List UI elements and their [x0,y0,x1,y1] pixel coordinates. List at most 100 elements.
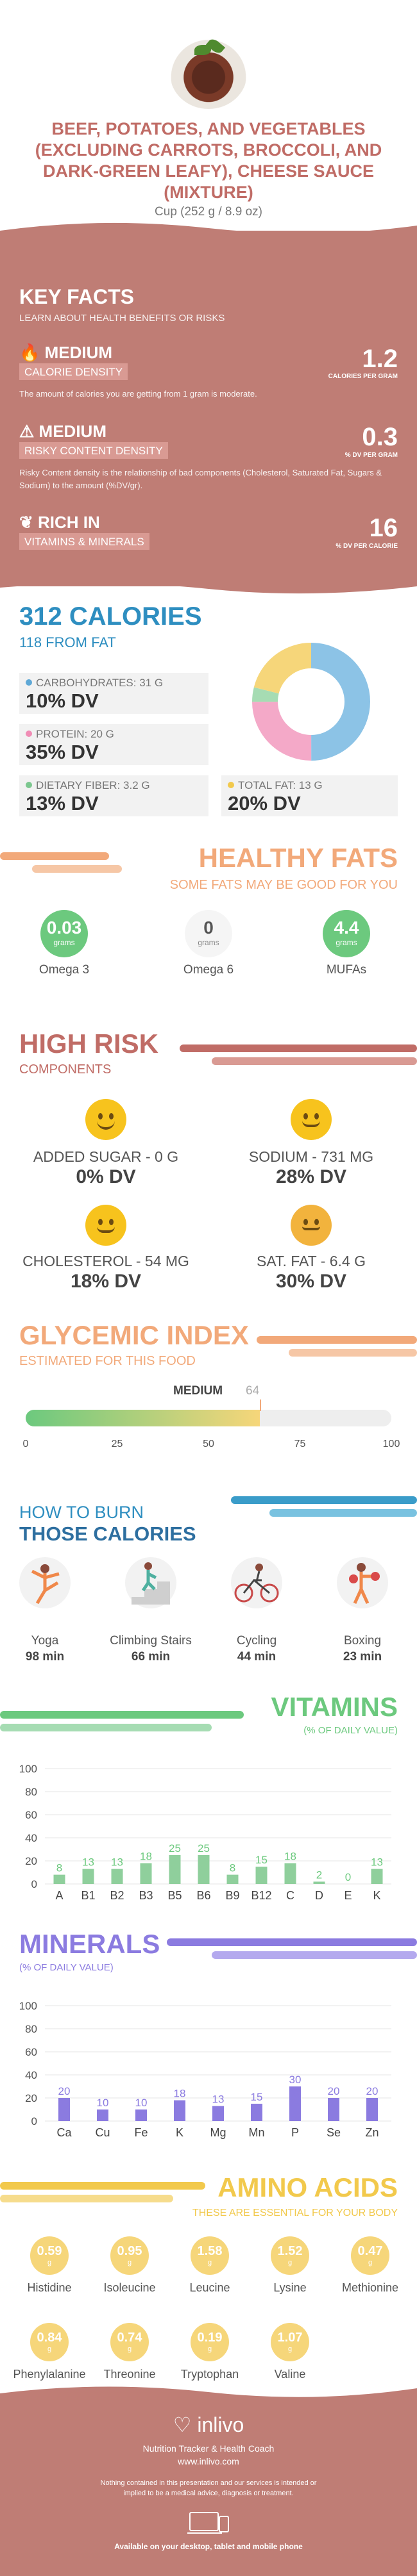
bar-Se [328,2098,339,2121]
amino-value: 0.19 [197,2331,223,2345]
bar-value-label: 20 [366,2085,379,2097]
stairs-label: Climbing Stairs [110,1634,192,1647]
x-tick-label: Zn [365,2126,379,2139]
happy-face-icon [85,1099,126,1140]
brand-logo[interactable]: ♡ inlivo [173,2413,244,2436]
boxing-icon [337,1557,388,1608]
flame-icon: 🔥 [19,343,40,362]
omega6-circle: 0 grams [185,910,232,957]
y-tick-label: 80 [25,2023,37,2035]
risky-density-desc: Risky Content density is the relationshi… [19,468,382,490]
vitamins-unit: % DV PER CALORIE [336,543,398,550]
omega3-label: Omega 3 [38,963,90,977]
x-tick-label: A [55,1889,63,1902]
calorie-density-unit: CALORIES PER GRAM [328,373,398,380]
footer-url[interactable]: www.inlivo.com [178,2456,239,2466]
fat-dv: 20% DV [228,792,301,814]
amino-unit: g [287,2259,293,2266]
bar-value-label: 13 [82,1856,94,1869]
sodium-dv: 28% DV [275,1166,347,1187]
omega6-unit: grams [198,938,219,947]
bar-value-label: 18 [174,2088,186,2100]
y-tick-label: 80 [25,1786,37,1798]
cholesterol-dv: 18% DV [70,1271,142,1292]
added-sugar-dv: 0% DV [76,1166,136,1187]
glycemic-marker [259,1399,261,1411]
mufa-circle: 4.4 grams [323,910,370,957]
x-tick-label: B5 [167,1889,182,1902]
amino-value: 0.74 [117,2331,142,2345]
y-tick-label: 0 [31,1878,37,1890]
glycemic-level: MEDIUM [173,1384,223,1398]
amino-value: 1.58 [197,2244,223,2258]
footer-available: Available on your desktop, tablet and mo… [114,2542,303,2551]
bar-D [313,1881,325,1884]
omega6-value: 0 [203,918,214,937]
amino-unit: g [47,2259,52,2266]
fat-dot [228,782,234,788]
bar-P [289,2086,301,2121]
bar-value-label: 0 [345,1871,351,1883]
cycling-time: 44 min [237,1650,277,1664]
calorie-density-desc: The amount of calories you are getting f… [19,389,257,399]
bar-value-label: 8 [230,1862,235,1874]
x-tick-label: Cu [95,2126,110,2139]
x-tick-label: B2 [110,1889,124,1902]
y-tick-label: 60 [25,2046,37,2058]
bar-value-label: 18 [140,1851,152,1863]
cycling-label: Cycling [236,1634,277,1647]
fiber-dv: 13% DV [26,792,99,814]
vitamins-chart: 0204060801008A13B113B218B325B525B68B915B… [19,1763,391,1902]
vitamins-subheading: (% OF DAILY VALUE) [303,1725,398,1736]
bar-A [53,1874,65,1884]
boxing-time: 23 min [343,1650,382,1664]
high-risk-heading: HIGH RISK [19,1028,159,1059]
x-tick-label: Se [327,2126,341,2139]
fat-block: TOTAL FAT: 13 g 20% DV [221,775,398,816]
bar-value-label: 13 [111,1856,123,1869]
heart-icon: ♡ [173,2413,192,2436]
glycemic-tick-label: 50 [203,1439,214,1449]
amino-circle: 0.84 g [30,2323,69,2361]
high-risk-sub: COMPONENTS [19,1062,112,1077]
carbs-block: CARBOHYDRATES: 31 g 10% DV [19,673,208,714]
donut-protein-slice [252,643,370,761]
amino-label: Valine [274,2368,306,2381]
stripe-decoration [257,1336,417,1344]
cholesterol-label: CHOLESTEROL - 54 mg [22,1253,189,1269]
stripe-decoration [289,1349,417,1357]
x-tick-label: Mn [248,2126,264,2139]
footer-tagline: Nutrition Tracker & Health Coach [142,2443,275,2454]
bar-Cu [97,2110,108,2121]
amino-circle: 1.58 g [191,2236,229,2275]
wave-bottom-divider [0,580,417,594]
mufa-value: 4.4 [334,918,359,937]
bar-K [371,1869,383,1884]
amino-circle: 0.59 g [30,2236,69,2275]
y-tick-label: 40 [25,1832,37,1844]
y-tick-label: 20 [25,2092,37,2104]
bar-value-label: 8 [56,1862,62,1874]
y-tick-label: 100 [19,2000,37,2012]
devices-icon [187,2512,229,2534]
amino-label: Histidine [27,2281,72,2294]
bar-value-label: 25 [169,1842,181,1854]
serving-size: Cup (252 g / 8.9 oz) [155,205,262,219]
stripe-decoration [0,2195,173,2202]
x-tick-label: C [286,1889,294,1902]
bar-B12 [255,1867,268,1884]
stripe-decoration [167,1938,417,1946]
bar-value-label: 20 [58,2085,71,2097]
stripe-decoration [0,2182,205,2190]
smiley-face-icon [291,1099,332,1140]
bar-Fe [135,2110,147,2121]
calorie-density-tag: CALORIE DENSITY [19,363,128,380]
fat-label: TOTAL FAT: 13 g [238,779,323,791]
stripe-decoration [212,1057,417,1065]
amino-unit: g [207,2259,212,2266]
stripe-decoration [0,1724,212,1731]
glycemic-tick-label: 25 [111,1439,123,1449]
amino-circle: 0.19 g [191,2323,229,2361]
calorie-density-value: 1.2 [362,345,398,373]
donut-fat-slice [252,643,370,761]
